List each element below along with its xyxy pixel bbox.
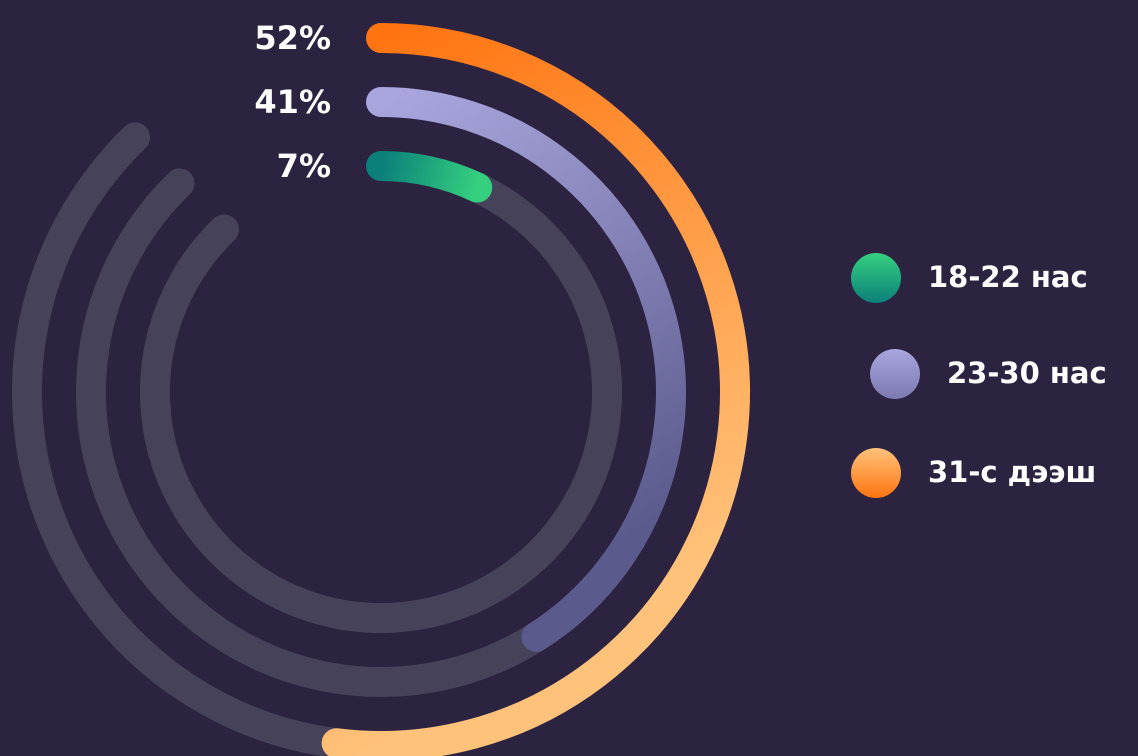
value-label: 41% bbox=[254, 83, 331, 121]
legend-label: 23-30 нас bbox=[947, 356, 1107, 390]
legend-swatch bbox=[870, 349, 920, 399]
track bbox=[12, 122, 352, 756]
value-label: 7% bbox=[277, 147, 331, 185]
legend-swatch bbox=[851, 253, 901, 303]
legend-label: 31-с дээш bbox=[928, 455, 1096, 489]
legend-label: 18-22 нас bbox=[928, 260, 1088, 294]
track bbox=[76, 168, 552, 697]
radial-bar bbox=[366, 87, 686, 652]
value-label: 52% bbox=[254, 19, 331, 57]
legend-swatch bbox=[851, 448, 901, 498]
radial-bar bbox=[321, 23, 750, 756]
track bbox=[140, 172, 622, 633]
radial-bar bbox=[366, 151, 493, 203]
